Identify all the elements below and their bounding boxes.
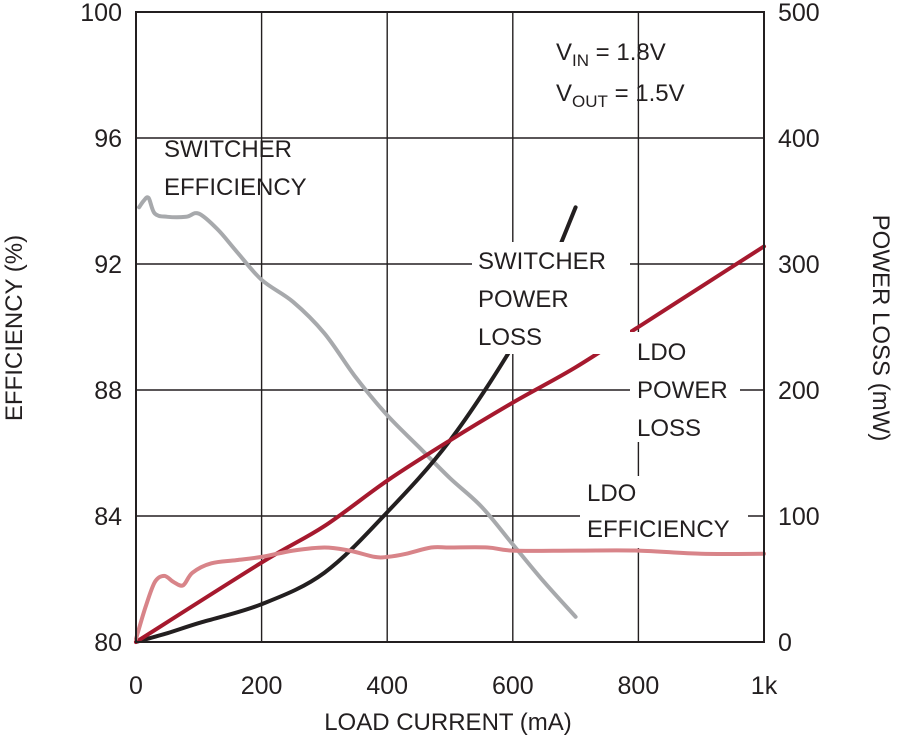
plot-border [135, 11, 765, 643]
plot-frame [135, 11, 765, 643]
y-right-tick-label: 300 [778, 251, 820, 279]
y-left-tick-label: 100 [80, 0, 122, 27]
label-switcher-power-loss-background [472, 242, 630, 354]
svg-text:VIN = 1.8V: VIN = 1.8V [556, 39, 666, 70]
y-axis-left-title: EFFICIENCY (%) [1, 235, 28, 421]
x-tick-label: 200 [241, 672, 283, 700]
conditions-vin: VIN = 1.8V [556, 39, 666, 70]
series-ldo-power-loss [134, 244, 766, 644]
y-left-tick-label: 80 [94, 629, 122, 657]
x-tick-label: 800 [618, 672, 660, 700]
label-switcher-efficiency: SWITCHER EFFICIENCY [164, 136, 307, 201]
label-switcher-power-loss: SWITCHER POWER LOSS [472, 242, 630, 354]
x-tick-label: 0 [129, 672, 143, 700]
label-ldo-efficiency: LDO EFFICIENCY [580, 476, 748, 548]
label-switcher-power-loss-line: SWITCHER [478, 248, 606, 275]
y-left-tick-label: 96 [94, 125, 122, 153]
label-switcher-efficiency-line: EFFICIENCY [164, 174, 307, 201]
x-tick-label: 600 [492, 672, 534, 700]
y-right-tick-label: 100 [778, 503, 820, 531]
conditions-vout: VOUT = 1.5V [556, 80, 685, 111]
label-switcher-power-loss-line: POWER [478, 286, 569, 313]
tick-labels: 0 200 400 600 800 1k 80 84 88 92 96 100 0 100 200 300 40… [80, 0, 819, 700]
x-tick-label: 1k [751, 672, 778, 700]
label-ldo-power-loss-background [630, 332, 740, 442]
label-ldo-efficiency-line: LDO [587, 480, 636, 507]
x-axis-title: LOAD CURRENT (mA) [324, 709, 572, 736]
x-tick-label: 400 [366, 672, 408, 700]
label-ldo-efficiency-line: EFFICIENCY [587, 516, 730, 543]
y-left-tick-label: 88 [94, 377, 122, 405]
svg-text:VOUT = 1.5V: VOUT = 1.5V [556, 80, 685, 111]
y-right-tick-label: 500 [778, 0, 820, 27]
annotations: SWITCHER EFFICIENCY SWITCHER POWER LOSS LDO PO… [164, 136, 748, 548]
label-switcher-power-loss-line: LOSS [478, 324, 542, 351]
series-ldo-efficiency [134, 545, 766, 641]
y-right-tick-label: 400 [778, 125, 820, 153]
label-ldo-power-loss: LDO POWER LOSS [630, 332, 740, 442]
y-left-tick-label: 84 [94, 503, 122, 531]
label-ldo-power-loss-line: LOSS [637, 415, 701, 442]
y-right-tick-label: 0 [778, 629, 792, 657]
y-axis-right-title: POWER LOSS (mW) [867, 215, 894, 442]
y-left-tick-label: 92 [94, 251, 122, 279]
label-ldo-power-loss-line: POWER [637, 377, 728, 404]
y-right-tick-label: 200 [778, 377, 820, 405]
series-switcher-efficiency [137, 195, 578, 619]
label-ldo-efficiency-background [580, 476, 748, 548]
label-ldo-power-loss-line: LDO [637, 339, 686, 366]
label-switcher-efficiency-line: SWITCHER [164, 136, 292, 163]
